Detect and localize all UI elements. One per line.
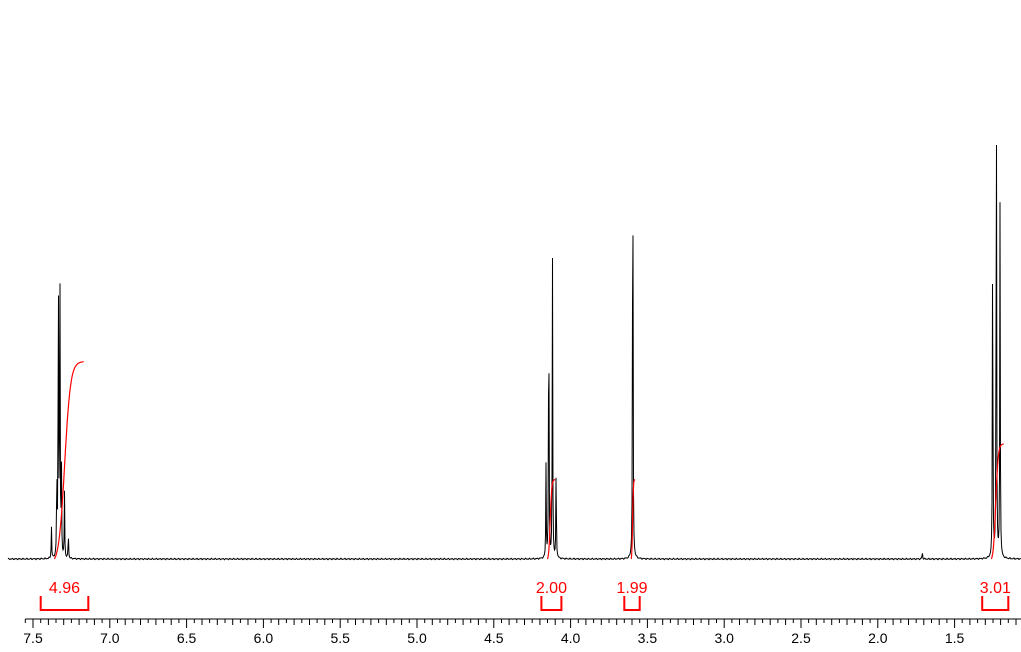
x-axis: 7.5 7.0 6.5 6.0 5.5 5.0 4.5 4.0 3.5 3.0 2.5 2.0 1.5: [23, 618, 1021, 646]
integral-curve: [630, 478, 636, 560]
integral-bracket: [981, 596, 1010, 611]
integral-curve: [53, 361, 84, 560]
x-axis-tick-label: 3.5: [638, 630, 658, 646]
x-axis-tick-label: 2.0: [868, 630, 888, 646]
x-axis-tick-label: 4.5: [484, 630, 504, 646]
x-axis-tick-label: 7.0: [100, 630, 120, 646]
x-axis-tick-label: 6.0: [254, 630, 274, 646]
integral-bracket: [540, 596, 563, 611]
integral-curve: [990, 443, 1004, 560]
spectrum-trace: [7, 145, 1021, 561]
x-axis-tick-label: 1.5: [945, 630, 965, 646]
x-axis-tick-label: 4.0: [561, 630, 581, 646]
x-axis-tick-label: 6.5: [177, 630, 197, 646]
x-axis-tick-label: 2.5: [791, 630, 811, 646]
integral-label: 2.00: [536, 580, 567, 597]
integral-label: 3.01: [980, 580, 1011, 597]
integral-bracket: [39, 596, 90, 611]
spectrum-layer: [7, 145, 1021, 561]
integral-layer: 4.96 2.00 1.99 3.01: [39, 361, 1011, 611]
x-axis-tick-label: 7.5: [23, 630, 43, 646]
x-axis-tick-label: 3.0: [714, 630, 734, 646]
integral-label: 1.99: [616, 580, 647, 597]
integral-label: 4.96: [49, 580, 80, 597]
integral-bracket: [623, 596, 641, 611]
integral-curve: [546, 478, 556, 560]
x-axis-tick-label: 5.0: [407, 630, 427, 646]
x-axis-tick-label: 5.5: [330, 630, 350, 646]
